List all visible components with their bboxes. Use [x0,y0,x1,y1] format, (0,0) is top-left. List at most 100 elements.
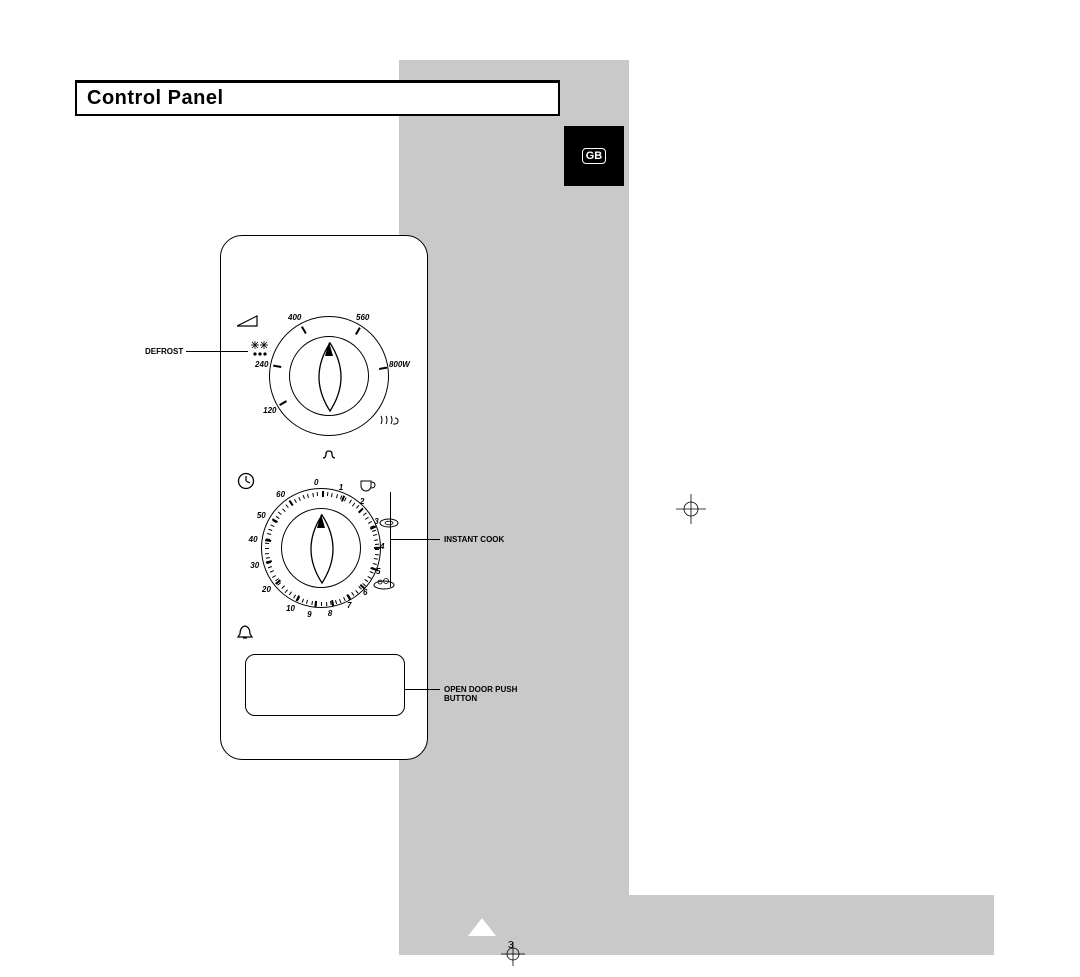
timer-dial-pointer [317,514,325,528]
dial-minor-tick [336,494,338,498]
dial-minor-tick [367,576,371,579]
section-title-box: Control Panel [75,80,560,116]
dial-minor-tick [294,499,297,503]
dial-mark-label: 40 [249,535,258,544]
dial-mark-label: 9 [307,610,311,619]
dial-mark-label: 0 [314,478,318,487]
dial-minor-tick [266,557,270,558]
dial-minor-tick [285,589,288,593]
dial-minor-tick [352,502,355,506]
dial-minor-tick [270,524,274,526]
dial-tick [355,327,360,335]
dial-mark-label: 560 [356,313,369,322]
dial-minor-tick [302,495,304,499]
dial-minor-tick [268,529,272,531]
open-door-label: OPEN DOOR PUSH BUTTON [444,685,517,703]
dial-minor-tick [316,602,317,606]
dial-minor-tick [289,592,292,596]
dial-minor-tick [266,538,270,539]
dial-minor-tick [374,539,378,540]
section-title: Control Panel [87,87,224,110]
dial-minor-tick [311,601,312,605]
dial-mark-label: 30 [250,561,259,570]
bell-icon [237,624,253,640]
dial-minor-tick [265,548,269,549]
cup-icon [359,478,377,492]
dial-minor-tick [374,558,378,559]
power-dial-knob[interactable] [289,336,369,416]
dial-minor-tick [365,516,369,519]
defrost-icon [251,341,269,359]
dial-minor-tick [297,597,299,601]
dial-minor-tick [365,579,369,582]
dial-minor-tick [349,500,352,504]
dial-mark-label: 6 [363,588,367,597]
registration-mark-bottom [498,942,528,972]
dial-mark-label: 8 [328,609,332,618]
clock-icon [237,472,255,490]
dial-minor-tick [267,533,271,535]
dial-mark-label: 10 [286,604,295,613]
dial-mark-label: 60 [276,490,285,499]
dial-minor-tick [355,590,358,594]
dial-minor-tick [326,602,327,606]
dial-minor-tick [375,549,379,550]
dial-minor-tick [339,599,341,603]
instant-cook-leader [390,539,440,540]
grill-combi-icon [379,414,401,428]
dial-minor-tick [344,597,346,601]
dial-minor-tick [278,582,282,585]
open-door-leader [405,689,440,690]
instant-cook-label: INSTANT COOK [444,535,504,544]
dial-mark-label: 1 [339,483,343,492]
dial-minor-tick [317,492,318,496]
food-icon [373,576,395,590]
dial-tick [331,600,334,606]
dial-mark-label: 2 [360,497,364,506]
dial-minor-tick [306,600,308,604]
dial-minor-tick [327,492,328,496]
dial-minor-tick [375,554,379,555]
control-panel-outline: 120240400560800W 0123456789102030405060 [220,235,428,760]
timer-dial[interactable]: 0123456789102030405060 [261,488,381,608]
dish-icon [379,518,399,528]
dial-minor-tick [372,529,376,531]
instant-cook-bracket-top [390,492,391,587]
dial-minor-tick [268,566,272,568]
dial-minor-tick [373,534,377,536]
dial-mark-label: 400 [288,313,301,322]
dial-minor-tick [267,562,271,564]
dial-tick [273,365,281,368]
dial-minor-tick [373,563,377,565]
dial-tick [379,367,387,370]
dial-minor-tick [312,493,313,497]
language-badge: GB [564,126,624,186]
defrost-label: DEFROST [145,347,183,356]
dial-minor-tick [331,493,332,497]
dial-minor-tick [265,543,269,544]
dial-minor-tick [270,571,274,573]
dial-minor-tick [370,571,374,573]
dial-minor-tick [322,492,323,496]
dial-mark-label: 240 [255,360,268,369]
language-badge-text: GB [582,148,607,164]
open-door-button[interactable] [245,654,405,716]
dial-minor-tick [352,592,355,596]
registration-mark-right [676,494,706,524]
defrost-leader [186,351,248,352]
dial-minor-tick [344,497,346,501]
notch-icon [468,918,496,936]
dial-minor-tick [307,494,309,498]
power-dial-pointer [325,342,333,356]
dial-minor-tick [293,594,296,598]
dial-mark-label: 5 [376,567,380,576]
power-triangle-icon [237,314,259,328]
dial-minor-tick [368,521,372,524]
dial-mark-label: 7 [347,601,351,610]
dial-minor-tick [321,602,322,606]
power-dial[interactable]: 120240400560800W [269,316,389,436]
dial-mark-label: 20 [262,585,271,594]
dial-minor-tick [335,600,337,604]
timer-dial-knob[interactable] [281,508,361,588]
dial-mark-label: 120 [263,406,276,415]
